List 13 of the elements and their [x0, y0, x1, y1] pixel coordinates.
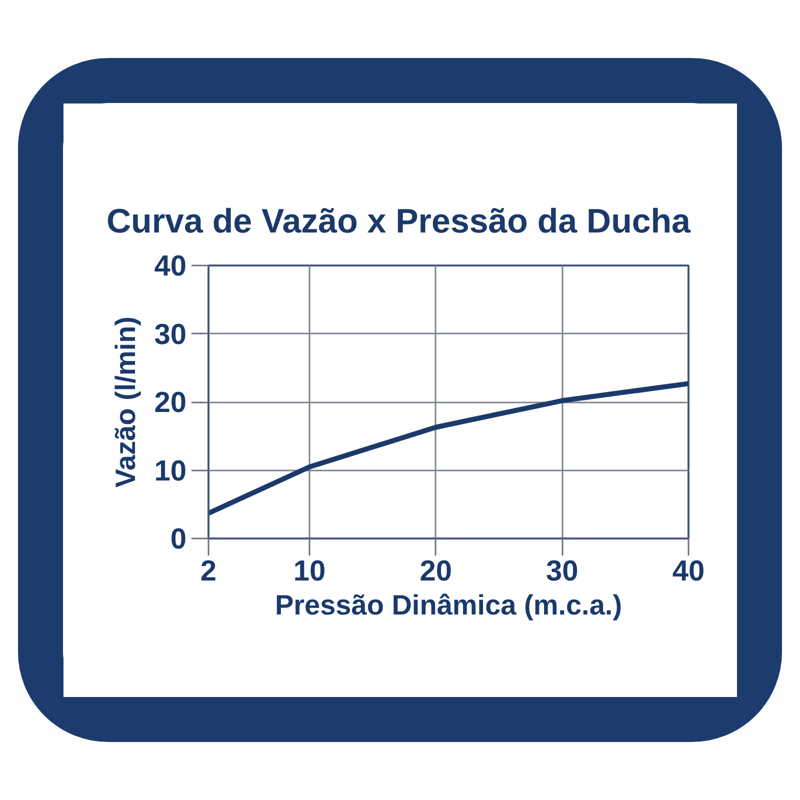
- y-tick-label: 10: [154, 455, 187, 488]
- x-axis-title: Pressão Dinâmica (m.c.a.): [274, 590, 622, 620]
- chart-title: Curva de Vazão x Pressão da Ducha: [106, 202, 692, 240]
- x-tick-label: 20: [420, 556, 452, 588]
- x-tick-label: 40: [672, 556, 705, 588]
- y-tick-label: 0: [170, 524, 187, 556]
- x-tick-label: 2: [200, 556, 217, 588]
- y-tick-label: 40: [154, 250, 187, 282]
- y-tick-label: 20: [154, 387, 187, 419]
- x-tick-label: 10: [293, 556, 326, 588]
- y-axis-title: Vazão (l/min): [110, 316, 142, 488]
- x-tick-label: 30: [546, 556, 578, 588]
- y-tick-label: 30: [154, 318, 187, 351]
